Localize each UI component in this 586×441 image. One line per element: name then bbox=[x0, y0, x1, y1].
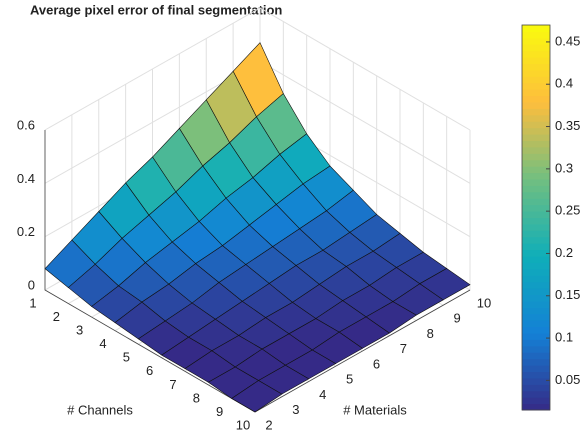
colorbar-segment bbox=[522, 345, 550, 353]
colorbar-segment bbox=[522, 31, 550, 39]
y-tick-label: 3 bbox=[292, 402, 299, 417]
x-tick-label: 6 bbox=[146, 363, 153, 378]
colorbar-segment bbox=[522, 89, 550, 97]
colorbar-segment bbox=[522, 294, 550, 302]
colorbar-segment bbox=[522, 134, 550, 141]
chart-title: Average pixel error of final segmentatio… bbox=[30, 2, 282, 17]
colorbar-tick-label: 0.05 bbox=[555, 372, 580, 387]
colorbar-segment bbox=[522, 275, 550, 283]
colorbar-tick-label: 0.4 bbox=[555, 76, 573, 91]
y-tick-label: 4 bbox=[319, 387, 326, 402]
z-tick-label: 0.6 bbox=[17, 117, 35, 132]
colorbar-segment bbox=[522, 377, 550, 385]
colorbar-frame bbox=[521, 24, 551, 411]
colorbar-segment bbox=[522, 108, 550, 116]
colorbar-segment bbox=[522, 57, 550, 64]
colorbar-segment bbox=[522, 179, 550, 186]
colorbar-segment bbox=[522, 95, 550, 103]
colorbar-segment bbox=[522, 76, 550, 84]
colorbar-segment bbox=[522, 249, 550, 257]
colorbar-tick-label: 0.3 bbox=[555, 160, 573, 175]
colorbar-segment bbox=[522, 63, 550, 71]
colorbar-tick-label: 0.25 bbox=[555, 203, 580, 218]
colorbar-segment bbox=[522, 313, 550, 321]
y-tick-label: 7 bbox=[400, 341, 407, 356]
colorbar-segment bbox=[522, 102, 550, 109]
colorbar-segment bbox=[522, 397, 550, 405]
colorbar-segment bbox=[522, 172, 550, 180]
y-tick-label: 8 bbox=[427, 326, 434, 341]
colorbar-segment bbox=[522, 198, 550, 206]
x-axis-label: # Channels bbox=[67, 402, 133, 417]
colorbar-segment bbox=[522, 288, 550, 295]
colorbar-segment bbox=[522, 217, 550, 225]
x-tick-label: 5 bbox=[123, 350, 130, 365]
y-tick-label: 10 bbox=[477, 295, 491, 310]
x-tick-label: 8 bbox=[193, 390, 200, 405]
colorbar-segment bbox=[522, 146, 550, 154]
colorbar-segment bbox=[522, 281, 550, 289]
x-tick-label: 4 bbox=[99, 336, 106, 351]
z-tick-label: 0.2 bbox=[17, 224, 35, 239]
colorbar-segment bbox=[522, 320, 550, 328]
colorbar-segment bbox=[522, 25, 550, 32]
colorbar-segment bbox=[522, 185, 550, 193]
colorbar-tick-label: 0.1 bbox=[555, 330, 573, 345]
colorbar-segment bbox=[522, 384, 550, 392]
y-tick-label: 5 bbox=[346, 372, 353, 387]
x-tick-label: 7 bbox=[169, 377, 176, 392]
colorbar-segment bbox=[522, 223, 550, 231]
colorbar-segment bbox=[522, 390, 550, 398]
colorbar-segment bbox=[522, 127, 550, 135]
colorbar-segment bbox=[522, 140, 550, 148]
colorbar-segment bbox=[522, 268, 550, 276]
colorbar-segment bbox=[522, 339, 550, 347]
y-tick-label: 6 bbox=[373, 356, 380, 371]
colorbar-segment bbox=[522, 256, 550, 263]
colorbar-segment bbox=[522, 114, 550, 122]
colorbar-segment bbox=[522, 166, 550, 174]
colorbar-segment bbox=[522, 204, 550, 212]
x-tick-label: 10 bbox=[236, 417, 250, 432]
colorbar-segment bbox=[522, 243, 550, 251]
surface-patch bbox=[231, 380, 283, 413]
colorbar-tick-label: 0.35 bbox=[555, 118, 580, 133]
x-tick-label: 3 bbox=[76, 323, 83, 338]
colorbar-tick-label: 0.15 bbox=[555, 287, 580, 302]
colorbar-segment bbox=[522, 352, 550, 360]
colorbar-segment bbox=[522, 333, 550, 340]
x-tick-label: 1 bbox=[29, 295, 36, 310]
colorbar-segment bbox=[522, 82, 550, 90]
colorbar-segment bbox=[522, 236, 550, 244]
colorbar-segment bbox=[522, 69, 550, 77]
colorbar-segment bbox=[522, 159, 550, 167]
colorbar-tick-label: 0.2 bbox=[555, 245, 573, 260]
colorbar-segment bbox=[522, 211, 550, 218]
colorbar-segment bbox=[522, 403, 550, 411]
colorbar-segment bbox=[522, 358, 550, 366]
colorbar-segment bbox=[522, 300, 550, 308]
colorbar-segment bbox=[522, 121, 550, 129]
colorbar-segment bbox=[522, 37, 550, 45]
colorbar-tick-label: 0.45 bbox=[555, 33, 580, 48]
x-tick-label: 2 bbox=[53, 309, 60, 324]
axis-line bbox=[44, 130, 471, 413]
colorbar-segment bbox=[522, 153, 550, 161]
colorbar-segment bbox=[522, 230, 550, 238]
z-tick-label: 0.4 bbox=[17, 171, 35, 186]
colorbar-segment bbox=[522, 44, 550, 52]
colorbar-segment bbox=[522, 326, 550, 334]
colorbar-segment bbox=[522, 262, 550, 270]
z-tick-label: 0 bbox=[28, 277, 35, 292]
colorbar-segment bbox=[522, 307, 550, 315]
colorbar-segment bbox=[522, 191, 550, 199]
y-axis-label: # Materials bbox=[343, 402, 407, 417]
y-tick-label: 9 bbox=[454, 311, 461, 326]
y-tick-label: 2 bbox=[265, 417, 272, 432]
colorbar-segment bbox=[522, 365, 550, 372]
colorbar-segment bbox=[522, 371, 550, 379]
colorbar-segment bbox=[522, 50, 550, 58]
x-tick-label: 9 bbox=[216, 404, 223, 419]
